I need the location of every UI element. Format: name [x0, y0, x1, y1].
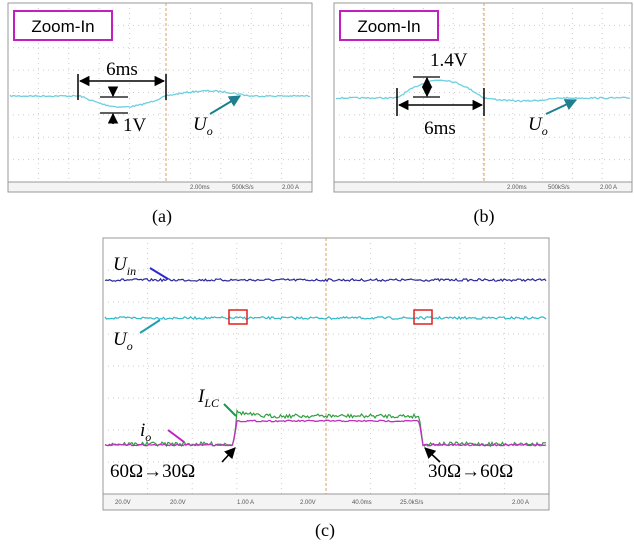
status-bar: [8, 182, 312, 192]
status-text: 2.00ms: [507, 185, 527, 191]
time-label: 6ms: [106, 59, 138, 80]
zoom-label: Zoom-In: [31, 17, 94, 36]
label-sub: LC: [203, 396, 220, 410]
status-text: 2.00 A: [282, 185, 299, 191]
time-label: 6ms: [424, 118, 456, 139]
volt-label: 1.4V: [430, 50, 468, 71]
status-text: 2.00ms: [190, 185, 210, 191]
annotation: 30Ω→60Ω: [428, 461, 513, 482]
status-text: 2.00V: [300, 500, 316, 506]
status-text: 500kS/s: [232, 185, 254, 191]
status-text: 20.0V: [170, 500, 186, 506]
zoom-label: Zoom-In: [357, 17, 420, 36]
status-text: 500kS/s: [548, 185, 570, 191]
scope-layer: 2.00ms 500kS/s 2.00 A 2.00ms 500kS/s 2.00 A 20…: [8, 3, 632, 510]
annotation: 60Ω→30Ω: [110, 461, 195, 482]
status-text: 1.00 A: [237, 500, 254, 506]
figure: 2.00ms 500kS/s 2.00 A 2.00ms 500kS/s 2.00 A 20…: [0, 0, 634, 546]
label-sub: o: [207, 124, 213, 138]
status-text: 20.0V: [115, 500, 131, 506]
caption: (b): [474, 206, 495, 227]
status-text: 2.00 A: [600, 185, 617, 191]
status-text: 40.0ms: [352, 500, 372, 506]
status-text: 2.00 A: [512, 500, 529, 506]
label-sub: o: [542, 124, 548, 138]
caption: (c): [315, 520, 335, 541]
label-sub: in: [127, 264, 136, 278]
status-bar: [334, 182, 632, 192]
status-text: 25.0kS/s: [400, 500, 423, 506]
label-sub: o: [145, 430, 151, 444]
caption: (a): [152, 206, 172, 227]
volt-label: 1V: [123, 115, 147, 136]
label-sub: o: [127, 339, 133, 353]
